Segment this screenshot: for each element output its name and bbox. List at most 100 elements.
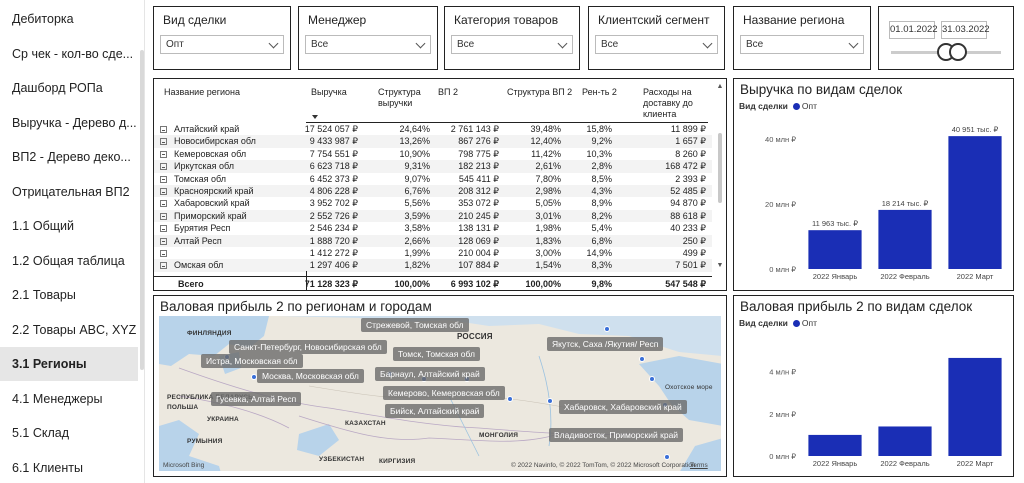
cell-delivery-costs: 1 657 ₽: [675, 136, 706, 147]
sidebar-item[interactable]: Отрицательная ВП2: [12, 184, 130, 199]
column-header-revenue-share[interactable]: Структура выручки: [378, 87, 421, 108]
map-point[interactable]: [664, 454, 670, 460]
table-row[interactable]: Приморский край 2 552 726 ₽ 3,59% 210 245 ₽…: [154, 209, 712, 223]
expand-icon[interactable]: [160, 175, 167, 183]
country-label: РУМЫНИЯ: [187, 438, 223, 445]
expand-icon[interactable]: [160, 212, 167, 220]
country-label: УЗБЕКИСТАН: [319, 456, 365, 463]
map-label[interactable]: Гусевка, Алтай Респ: [211, 392, 302, 406]
sidebar-scrollbar[interactable]: [140, 50, 144, 370]
expand-icon[interactable]: [160, 138, 167, 146]
map-label[interactable]: Бийск, Алтайский край: [385, 404, 485, 418]
sidebar-item[interactable]: 6.1 Клиенты: [12, 460, 83, 475]
sidebar-item[interactable]: 1.2 Общая таблица: [12, 253, 125, 268]
map-label[interactable]: Санкт-Петербург, Новосибирская обл: [229, 340, 387, 354]
table-row[interactable]: Алтайский край 17 524 057 ₽ 24,64% 2 761 14…: [154, 123, 712, 135]
chevron-down-icon: [557, 38, 568, 49]
table-row[interactable]: Алтай Респ 1 888 720 ₽ 2,66% 128 069 ₽ 1,83%…: [154, 234, 712, 247]
cell-delivery-costs: 94 870 ₽: [670, 198, 706, 209]
column-header-revenue[interactable]: Выручка: [311, 87, 347, 97]
map-label[interactable]: Владивосток, Приморский край: [549, 428, 684, 442]
column-header-region[interactable]: Название региона: [164, 87, 241, 97]
filter-region-name-dropdown[interactable]: Все: [740, 35, 864, 54]
expand-icon[interactable]: [160, 163, 167, 171]
country-label: ПОЛЬША: [167, 404, 199, 411]
scroll-down-icon[interactable]: ▼: [716, 262, 724, 269]
map-label[interactable]: Барнаул, Алтайский край: [375, 367, 485, 381]
cell-delivery-costs: 2 393 ₽: [675, 173, 706, 184]
filter-product-category-dropdown[interactable]: Все: [451, 35, 573, 54]
filter-client-segment-dropdown[interactable]: Все: [595, 35, 718, 54]
column-header-delivery-costs[interactable]: Расходы на доставку до клиента: [643, 87, 693, 119]
table-row[interactable]: Омская обл 1 297 406 ₽ 1,82% 107 884 ₽ 1,54%…: [154, 259, 712, 272]
x-tick-label: 2022 Январь: [813, 459, 858, 468]
expand-icon[interactable]: [160, 126, 167, 133]
sidebar-item[interactable]: 5.1 Склад: [12, 426, 70, 440]
map-point[interactable]: [639, 356, 645, 362]
table-row[interactable]: Новосибирская обл 9 433 987 ₽ 13,26% 867 27…: [154, 135, 712, 148]
sidebar-item[interactable]: 3.1 Регионы: [0, 347, 138, 381]
date-end-input[interactable]: 31.03.2022: [941, 21, 990, 39]
chart-bar[interactable]: [808, 230, 862, 269]
chevron-down-icon: [268, 38, 279, 49]
table-row[interactable]: 1 412 272 ₽ 1,99% 210 004 ₽ 3,00% 14,9% 499 ₽: [154, 247, 712, 259]
map-label[interactable]: Якутск, Саха /Якутия/ Респ: [547, 337, 664, 351]
expand-icon[interactable]: [160, 225, 167, 233]
legend-item[interactable]: Опт: [801, 318, 817, 328]
column-header-gp2[interactable]: ВП 2: [438, 87, 458, 97]
expand-icon[interactable]: [160, 250, 167, 257]
map-label[interactable]: Кемерово, Кемеровская обл: [383, 386, 505, 400]
table-scrollbar[interactable]: ▲ ▼: [716, 83, 724, 286]
sidebar-item[interactable]: Дашборд РОПа: [12, 81, 103, 95]
map-point[interactable]: [649, 376, 655, 382]
chart-bar[interactable]: [808, 434, 862, 456]
map-label[interactable]: Стрежевой, Томская обл: [361, 318, 469, 332]
map-point[interactable]: [507, 396, 513, 402]
table-row[interactable]: Хабаровский край 3 952 702 ₽ 5,56% 353 072 …: [154, 197, 712, 209]
sidebar-item[interactable]: ВП2 - Дерево деко...: [12, 150, 131, 164]
map-label[interactable]: Томск, Томская обл: [393, 347, 480, 361]
map-point[interactable]: [604, 326, 610, 332]
table-row[interactable]: Красноярский край 4 806 228 ₽ 6,76% 208 312…: [154, 185, 712, 198]
table-row[interactable]: Кемеровская обл 7 754 551 ₽ 10,90% 798 775 …: [154, 148, 712, 160]
expand-icon[interactable]: [160, 262, 167, 270]
sidebar-item[interactable]: 1.1 Общий: [12, 219, 74, 233]
scroll-up-icon[interactable]: ▲: [716, 83, 724, 90]
column-header-gp2-share[interactable]: Структура ВП 2: [507, 87, 573, 97]
sidebar-item[interactable]: 2.1 Товары: [12, 288, 76, 302]
sidebar-item[interactable]: 2.2 Товары ABC, XYZ: [12, 322, 137, 337]
sidebar-item[interactable]: Дебиторка: [12, 12, 74, 26]
table-row[interactable]: Бурятия Респ 2 546 234 ₽ 3,58% 138 131 ₽ 1,9…: [154, 222, 712, 234]
filter-deal-type-dropdown[interactable]: Опт: [160, 35, 284, 54]
chart-bar[interactable]: [878, 426, 932, 456]
map-point[interactable]: [547, 398, 553, 404]
map-terms-link[interactable]: Terms: [690, 462, 708, 469]
table-row[interactable]: Томская обл 6 452 373 ₽ 9,07% 545 411 ₽ 7,80…: [154, 173, 712, 185]
sidebar-item[interactable]: 4.1 Менеджеры: [12, 391, 103, 406]
cell-revenue: 4 806 228 ₽: [309, 186, 358, 196]
dropdown-value: Все: [457, 39, 475, 50]
filter-title: Клиентский сегмент: [598, 13, 710, 27]
expand-icon[interactable]: [160, 150, 167, 158]
map-label[interactable]: Хабаровск, Хабаровский край: [559, 400, 687, 414]
chart-bar[interactable]: [948, 136, 1002, 269]
sidebar-item[interactable]: Ср чек - кол-во сде...: [12, 46, 134, 61]
map-label[interactable]: Москва, Московская обл: [257, 369, 364, 383]
cell-revenue: 1 412 272 ₽: [309, 248, 358, 258]
column-header-margin2[interactable]: Рен-ть 2: [582, 87, 617, 97]
expand-icon[interactable]: [160, 200, 167, 208]
chart-bar[interactable]: [878, 209, 932, 269]
expand-icon[interactable]: [160, 188, 167, 195]
scroll-thumb[interactable]: [718, 133, 722, 203]
table-row[interactable]: Иркутская обл 6 623 718 ₽ 9,31% 182 213 ₽ 2,…: [154, 160, 712, 173]
chart-bar[interactable]: [948, 357, 1002, 456]
map-canvas[interactable]: ФИНЛЯНДИЯ РОССИЯ РЕСПУБЛИКА БЕЛАРУСЬ ПОЛ…: [159, 316, 721, 471]
filter-manager-dropdown[interactable]: Все: [305, 35, 431, 54]
expand-icon[interactable]: [160, 237, 167, 245]
map-label[interactable]: Истра, Московская обл: [201, 354, 303, 368]
date-start-input[interactable]: 01.01.2022: [889, 21, 938, 39]
legend-item[interactable]: Опт: [801, 101, 817, 111]
sidebar-item[interactable]: Выручка - Дерево д...: [12, 115, 137, 130]
map-point[interactable]: [251, 374, 257, 380]
date-slider-end-handle[interactable]: [949, 43, 967, 61]
